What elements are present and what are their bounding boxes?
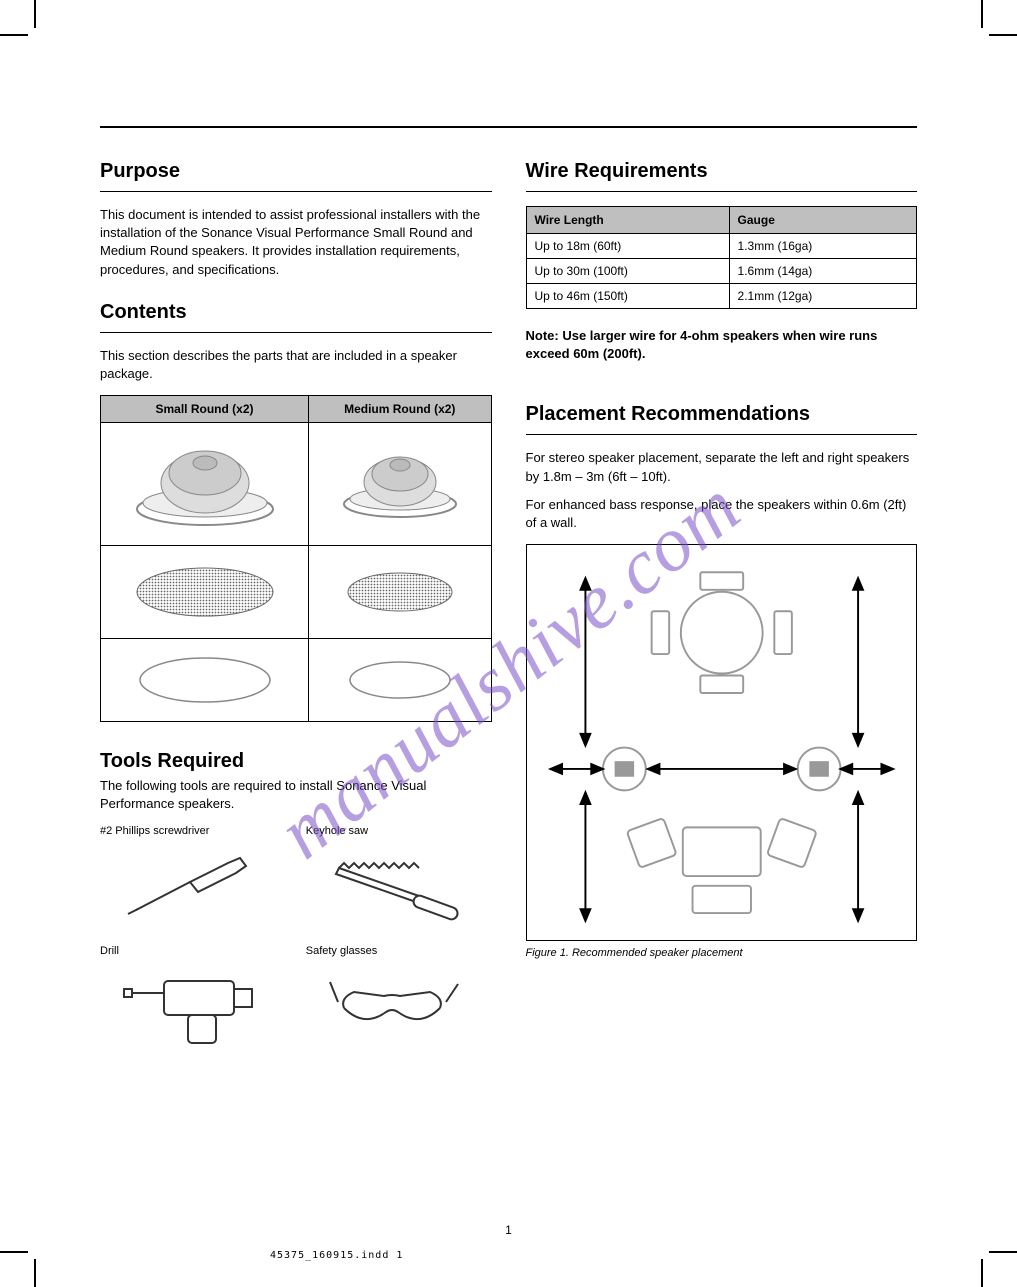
tool-label: Safety glasses	[306, 944, 492, 958]
table-row: Up to 18m (60ft) 1.3mm (16ga)	[526, 234, 917, 259]
contents-section: Contents	[100, 301, 492, 333]
right-column: Wire Requirements Wire Length Gauge Up t…	[526, 160, 918, 1054]
title-rule	[100, 126, 917, 128]
screwdriver-icon	[100, 842, 286, 934]
template-large-cell	[101, 639, 309, 722]
glasses-icon	[306, 962, 492, 1054]
wire-col-1: Gauge	[729, 207, 916, 234]
table-row: Up to 46m (150ft) 2.1mm (12ga)	[526, 284, 917, 309]
template-small-icon	[315, 645, 485, 715]
table-row	[101, 639, 492, 722]
tool-label: #2 Phillips screwdriver	[100, 824, 286, 838]
crop-mark	[981, 0, 983, 28]
crop-mark	[989, 34, 1017, 36]
crop-mark	[34, 0, 36, 28]
purpose-section: Purpose	[100, 160, 492, 192]
content-columns: Purpose This document is intended to ass…	[100, 160, 917, 1054]
table-header-row: Small Round (x2) Medium Round (x2)	[101, 396, 492, 423]
grille-large-cell	[101, 546, 309, 639]
template-large-icon	[107, 645, 302, 715]
table-header-row: Wire Length Gauge	[526, 207, 917, 234]
wire-cell: Up to 46m (150ft)	[526, 284, 729, 309]
purpose-body: This document is intended to assist prof…	[100, 206, 492, 279]
parts-col-1: Medium Round (x2)	[309, 396, 492, 423]
contents-heading: Contents	[100, 301, 492, 324]
crop-mark	[0, 1251, 28, 1253]
page: Purpose This document is intended to ass…	[0, 0, 1017, 1287]
table-row	[101, 546, 492, 639]
placement-caption: Figure 1. Recommended speaker placement	[526, 947, 918, 959]
tool-saw: Keyhole saw	[306, 824, 492, 934]
wire-note: Note: Use larger wire for 4-ohm speakers…	[526, 327, 918, 363]
drill-icon	[100, 962, 286, 1054]
grille-small-cell	[309, 546, 492, 639]
wire-table: Wire Length Gauge Up to 18m (60ft) 1.3mm…	[526, 206, 918, 309]
wire-cell: Up to 30m (100ft)	[526, 259, 729, 284]
placement-heading: Placement Recommendations	[526, 403, 918, 426]
wire-cell: 1.6mm (14ga)	[729, 259, 916, 284]
placement-body1: For stereo speaker placement, separate t…	[526, 449, 918, 485]
speaker-small-icon	[315, 429, 485, 539]
purpose-heading: Purpose	[100, 160, 492, 183]
tools-heading: Tools Required	[100, 750, 492, 773]
wire-cell: Up to 18m (60ft)	[526, 234, 729, 259]
tool-label: Drill	[100, 944, 286, 958]
parts-col-0: Small Round (x2)	[101, 396, 309, 423]
tool-glasses: Safety glasses	[306, 944, 492, 1054]
crop-mark	[0, 34, 28, 36]
wire-heading: Wire Requirements	[526, 160, 918, 183]
table-row	[101, 423, 492, 546]
contents-intro: This section describes the parts that ar…	[100, 347, 492, 383]
tool-screwdriver: #2 Phillips screwdriver	[100, 824, 286, 934]
speaker-large-cell	[101, 423, 309, 546]
wire-section: Wire Requirements	[526, 160, 918, 192]
grille-small-icon	[315, 552, 485, 632]
wire-col-0: Wire Length	[526, 207, 729, 234]
wire-cell: 1.3mm (16ga)	[729, 234, 916, 259]
saw-icon	[306, 842, 492, 934]
left-column: Purpose This document is intended to ass…	[100, 160, 492, 1054]
tool-drill: Drill	[100, 944, 286, 1054]
placement-diagram	[526, 544, 918, 941]
parts-table: Small Round (x2) Medium Round (x2)	[100, 395, 492, 722]
tools-intro: The following tools are required to inst…	[100, 777, 492, 813]
speaker-small-cell	[309, 423, 492, 546]
footer-tag: 45375_160915.indd 1	[270, 1250, 403, 1261]
crop-mark	[989, 1251, 1017, 1253]
crop-mark	[981, 1259, 983, 1287]
table-row: Up to 30m (100ft) 1.6mm (14ga)	[526, 259, 917, 284]
template-small-cell	[309, 639, 492, 722]
crop-mark	[34, 1259, 36, 1287]
page-number: 1	[505, 1223, 512, 1237]
placement-body2: For enhanced bass response, place the sp…	[526, 496, 918, 532]
speaker-large-icon	[107, 429, 302, 539]
grille-large-icon	[107, 552, 302, 632]
placement-section: Placement Recommendations	[526, 403, 918, 435]
tools-grid: #2 Phillips screwdriver Keyhole saw	[100, 824, 492, 1054]
tool-label: Keyhole saw	[306, 824, 492, 838]
wire-cell: 2.1mm (12ga)	[729, 284, 916, 309]
